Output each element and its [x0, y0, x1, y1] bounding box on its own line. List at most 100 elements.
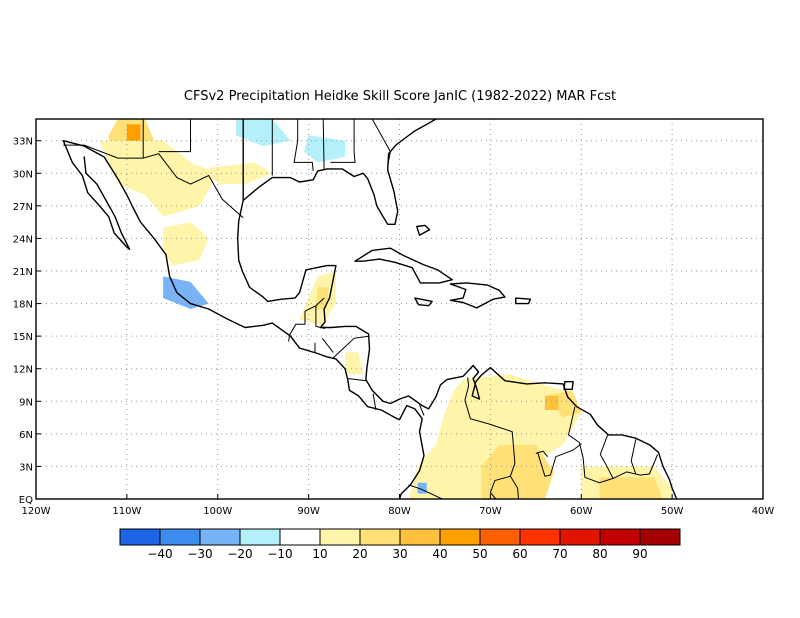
x-tick-label: 90W — [297, 506, 320, 517]
colorbar-swatch — [399, 528, 441, 546]
skill-region-14 — [481, 444, 554, 499]
y-tick-label: 6N — [19, 430, 33, 441]
coastline-6 — [414, 297, 433, 307]
border-23 — [535, 450, 548, 458]
border-11 — [321, 337, 334, 353]
skill-region-9 — [315, 287, 329, 309]
y-tick-label: 24N — [13, 234, 33, 245]
latitude-axis: EQ 3N 6N 9N 12N 15N 18N 21N 24N 27N 30N 33N — [13, 137, 41, 506]
colorbar-label: −10 — [267, 547, 292, 561]
map-title: CFSv2 Precipitation Heidke Skill Score J… — [184, 89, 616, 104]
border-14 — [372, 393, 377, 411]
border-4 — [293, 119, 314, 172]
x-tick-label: 70W — [479, 506, 502, 517]
border-2 — [158, 119, 191, 153]
coastlines — [62, 119, 678, 499]
border-17 — [567, 406, 659, 484]
border-21 — [489, 475, 511, 499]
x-tick-label: 120W — [22, 506, 51, 517]
y-tick-label: 27N — [13, 202, 33, 213]
longitude-axis: 120W 110W 100W 90W 80W 70W 60W 50W 40W — [22, 494, 775, 517]
colorbar-label: −30 — [187, 547, 212, 561]
colorbar-swatch — [239, 528, 281, 546]
x-tick-label: 80W — [388, 506, 411, 517]
skill-region-11 — [408, 374, 582, 499]
colorbar-label: 30 — [392, 547, 407, 561]
colorbar-label: 60 — [512, 547, 527, 561]
colorbar-swatch — [159, 528, 201, 546]
y-tick-label: 18N — [13, 300, 33, 311]
border-15 — [419, 404, 425, 416]
skill-region-2 — [99, 140, 218, 217]
colorbar-label: −40 — [147, 547, 172, 561]
border-13 — [347, 378, 366, 382]
x-tick-label: 60W — [570, 506, 593, 517]
colorbar-swatch — [639, 528, 681, 546]
colorbar-label: 20 — [352, 547, 367, 561]
colorbar-swatch — [319, 528, 361, 546]
x-tick-label: 40W — [752, 506, 775, 517]
coastline-9 — [416, 224, 431, 236]
skill-fill-layer — [99, 119, 673, 499]
skill-region-16 — [599, 477, 663, 499]
coastline-0 — [62, 139, 425, 499]
x-tick-label: 50W — [661, 506, 684, 517]
y-tick-label: EQ — [19, 495, 33, 506]
coastline-8 — [563, 381, 574, 390]
coastline-2 — [236, 119, 678, 499]
border-7 — [371, 119, 391, 166]
border-20 — [408, 484, 443, 499]
colorbar-label: 10 — [312, 547, 327, 561]
skill-region-13 — [544, 395, 559, 410]
coastline-1 — [62, 139, 131, 251]
border-19 — [630, 439, 637, 475]
colorbar-swatch — [439, 528, 481, 546]
y-tick-label: 33N — [13, 137, 33, 148]
coastline-3 — [242, 119, 437, 226]
colorbar-label: 70 — [552, 547, 567, 561]
colorbar-swatch — [519, 528, 561, 546]
border-9 — [315, 305, 326, 329]
colorbar-label: 80 — [592, 547, 607, 561]
colorbar-swatch — [279, 528, 321, 546]
border-0 — [63, 144, 244, 219]
colorbar-swatch — [479, 528, 521, 546]
skill-region-7 — [304, 135, 345, 163]
border-22 — [537, 443, 582, 477]
y-tick-label: 30N — [13, 169, 33, 180]
coastline-5 — [449, 282, 506, 309]
y-tick-label: 15N — [13, 332, 33, 343]
colorbar-label: 50 — [472, 547, 487, 561]
colorbar-label: 40 — [432, 547, 447, 561]
border-12 — [332, 335, 370, 359]
colorbar-swatch — [559, 528, 601, 546]
political-borders — [63, 119, 659, 499]
y-tick-label: 3N — [19, 462, 33, 473]
skill-region-4 — [163, 222, 209, 266]
gridlines — [36, 119, 763, 499]
colorbar: −40 −30 −20 −10 10 20 30 40 50 60 70 80 90 — [119, 528, 681, 561]
border-6 — [330, 119, 356, 163]
y-tick-label: 9N — [19, 397, 33, 408]
x-tick-label: 110W — [112, 506, 141, 517]
skill-region-5 — [163, 276, 209, 309]
skill-region-3 — [208, 162, 273, 185]
y-tick-label: 12N — [13, 365, 33, 376]
colorbar-label: −20 — [227, 547, 252, 561]
colorbar-swatch — [199, 528, 241, 546]
coastline-4 — [354, 247, 453, 284]
x-tick-label: 100W — [203, 506, 232, 517]
colorbar-swatch — [599, 528, 641, 546]
border-5 — [322, 119, 325, 169]
colorbar-label: 90 — [632, 547, 647, 561]
colorbar-swatch — [119, 528, 161, 546]
coastline-7 — [515, 297, 532, 305]
colorbar-swatch — [359, 528, 401, 546]
skill-region-10 — [345, 352, 364, 375]
skill-region-6 — [235, 119, 291, 147]
y-tick-label: 21N — [13, 267, 33, 278]
border-18 — [599, 434, 614, 479]
border-16 — [464, 377, 519, 499]
skill-region-1 — [126, 124, 141, 147]
